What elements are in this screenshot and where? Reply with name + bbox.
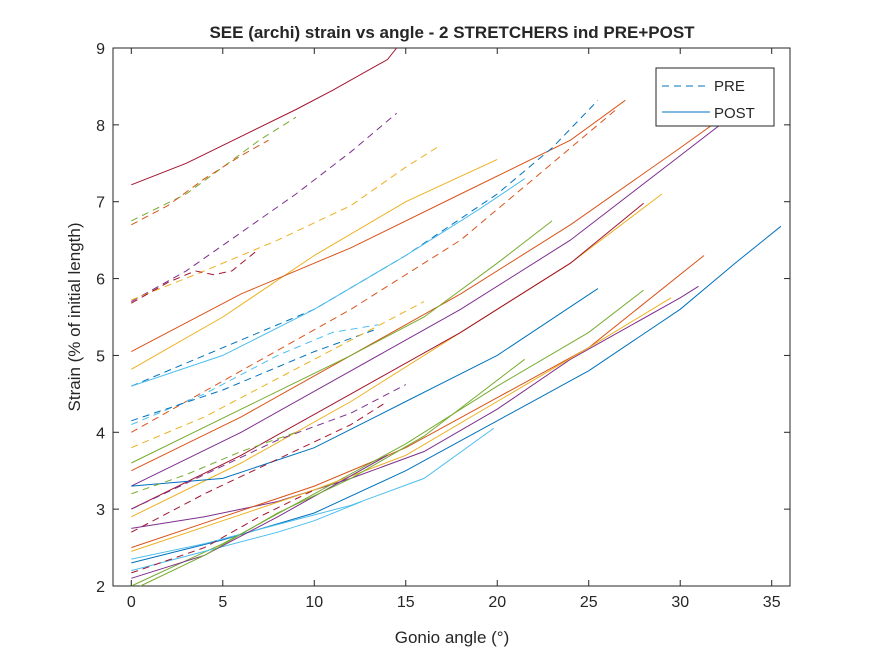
series-line-27: [131, 289, 644, 587]
x-axis-label: Gonio angle (°): [395, 628, 510, 647]
series-line-4: [131, 112, 397, 303]
series-line-13: [131, 101, 745, 472]
y-axis-label: Strain (% of initial length): [65, 223, 84, 412]
series-line-28: [131, 297, 672, 552]
series-line-19: [131, 328, 379, 422]
series-line-5: [131, 145, 439, 301]
x-tick-label: 0: [127, 594, 136, 611]
series-line-29: [131, 427, 494, 560]
series-line-24: [131, 285, 699, 529]
y-tick-label: 9: [96, 41, 105, 58]
series-line-21: [131, 384, 407, 510]
plot-area: [112, 47, 791, 587]
series-line-12: [131, 112, 736, 487]
legend: PRE POST: [655, 67, 775, 127]
series-line-15: [131, 202, 644, 510]
legend-post-label: POST: [714, 105, 755, 122]
x-tick-label: 20: [488, 594, 506, 611]
y-tick-label: 7: [96, 195, 105, 212]
x-tick-label: 10: [305, 594, 323, 611]
y-tick-label: 5: [96, 348, 105, 365]
series-line-16: [131, 220, 553, 464]
y-tick-label: 4: [96, 425, 105, 442]
series-line-33: [140, 358, 526, 587]
series-line-23: [131, 431, 297, 495]
series-line-11: [131, 178, 525, 387]
y-tick-label: 6: [96, 272, 105, 289]
series-line-2: [131, 116, 297, 222]
series-line-8: [131, 99, 626, 353]
series-line-14: [131, 193, 663, 518]
series-layer: [131, 47, 782, 587]
x-tick-label: 5: [218, 594, 227, 611]
y-tick-label: 8: [96, 118, 105, 135]
x-tick-label: 25: [580, 594, 598, 611]
y-tick-label: 2: [96, 579, 105, 596]
series-line-20: [131, 301, 425, 449]
legend-pre-label: PRE: [714, 78, 745, 95]
series-line-6: [131, 251, 257, 304]
axis-layer: 0 5 10 15 20 25 30 35 2 3 4 5 6 7 8 9: [96, 41, 790, 611]
series-line-32: [131, 454, 388, 579]
series-line-31: [131, 489, 315, 574]
series-line-10: [131, 109, 617, 433]
series-line-30: [131, 501, 362, 572]
x-tick-label: 15: [397, 594, 415, 611]
series-line-7: [131, 158, 498, 370]
chart-title: SEE (archi) strain vs angle - 2 STRETCHE…: [209, 23, 695, 42]
x-tick-label: 30: [671, 594, 689, 611]
x-tick-label: 35: [763, 594, 781, 611]
series-line-1: [131, 47, 397, 186]
legend-box: [655, 67, 775, 127]
series-line-3: [131, 139, 269, 226]
series-line-17: [131, 288, 599, 487]
y-tick-label: 3: [96, 502, 105, 519]
